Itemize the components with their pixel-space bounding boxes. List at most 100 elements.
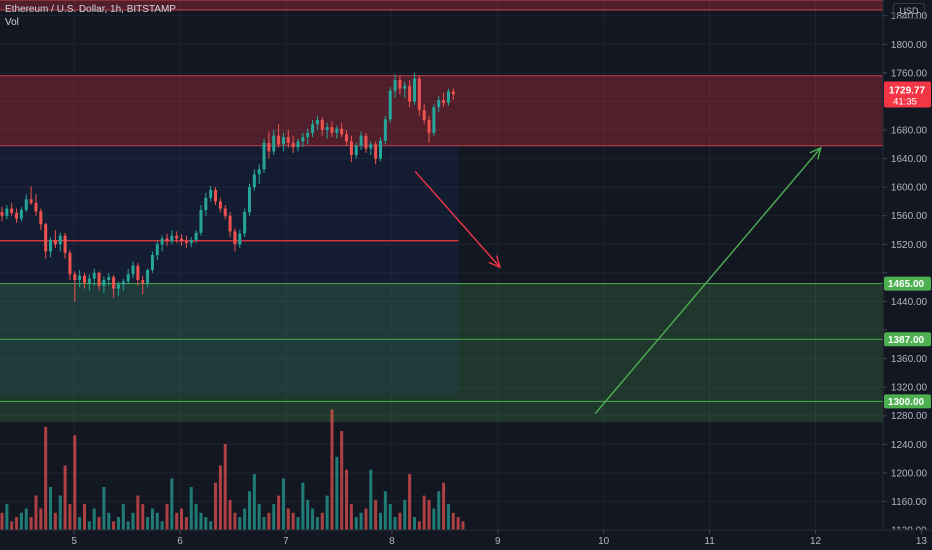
volume-bar	[456, 517, 460, 530]
candle-body	[393, 80, 397, 91]
candle	[10, 202, 14, 216]
volume-bar	[306, 499, 310, 530]
candle	[320, 117, 324, 136]
candle-body	[0, 212, 4, 216]
volume-bar	[184, 517, 188, 530]
current-price-badge	[884, 81, 931, 108]
volume-bar	[73, 435, 77, 530]
candle-body	[97, 272, 101, 286]
volume-bar	[233, 512, 237, 530]
volume-bar	[422, 495, 426, 530]
candle-body	[446, 91, 450, 103]
candle-body	[277, 135, 281, 145]
candle	[15, 208, 19, 223]
volume-bar	[170, 478, 174, 530]
candle	[214, 187, 218, 205]
volume-bar	[97, 517, 101, 530]
candle-body	[432, 107, 436, 133]
volume-bar	[116, 517, 120, 530]
volume-bar	[427, 499, 431, 530]
symbol-title[interactable]: Ethereum / U.S. Dollar, 1h, BITSTAMP	[5, 4, 176, 15]
candle-body	[349, 141, 353, 155]
candle	[412, 72, 416, 105]
candle-body	[184, 241, 188, 243]
candle	[311, 120, 315, 138]
support-zone	[0, 283, 883, 423]
candle-body	[146, 270, 150, 283]
candle	[315, 115, 319, 130]
volume-bar	[146, 517, 150, 530]
time-tick-label: 6	[177, 536, 183, 547]
candle-body	[320, 120, 324, 130]
candle-body	[180, 238, 184, 242]
volume-bar	[412, 517, 416, 530]
volume-bar	[262, 517, 266, 530]
volume-bar	[78, 517, 82, 530]
candle	[19, 207, 23, 222]
candle	[364, 132, 368, 153]
candle-body	[68, 252, 72, 275]
volume-bar	[68, 504, 72, 530]
time-tick-label: 5	[71, 536, 77, 547]
volume-bar	[136, 495, 140, 530]
candle	[68, 250, 72, 280]
volume-indicator-label[interactable]: Vol	[5, 17, 19, 28]
volume-bar	[218, 465, 222, 530]
volume-bar	[354, 517, 358, 530]
candle-body	[378, 140, 383, 159]
volume-bar	[180, 508, 184, 530]
candle-body	[257, 169, 261, 175]
price-tick-label: 1680.00	[891, 126, 928, 137]
candle-body	[194, 232, 198, 240]
candle-body	[170, 235, 174, 242]
volume-bar	[442, 482, 446, 530]
volume-bar	[209, 521, 213, 530]
bullish-arrow-shaft	[594, 147, 822, 415]
candle-body	[403, 85, 407, 89]
candle	[204, 192, 208, 216]
volume-bar	[325, 495, 329, 530]
volume-bar	[437, 491, 441, 530]
candle	[116, 281, 120, 296]
candle-body	[369, 144, 373, 149]
candle	[359, 131, 363, 150]
volume-bar	[10, 521, 14, 530]
candle-body	[136, 265, 140, 280]
candle-body	[335, 128, 339, 133]
volume-bar	[214, 482, 218, 530]
candle	[34, 194, 38, 216]
candle-body	[340, 128, 344, 135]
candle-body	[315, 120, 319, 125]
volume-bar	[408, 474, 412, 530]
currency-label[interactable]: USD	[893, 3, 925, 19]
volume-bar	[194, 504, 198, 530]
volume-bar	[223, 443, 227, 530]
candle	[233, 228, 237, 252]
candle-body	[286, 137, 290, 143]
volume-bar	[369, 469, 373, 530]
bearish-arrow-shaft	[414, 170, 501, 268]
volume-bar	[24, 508, 28, 530]
volume-bar	[150, 508, 154, 530]
candle-body	[412, 78, 416, 102]
volume-bar	[393, 517, 397, 530]
candle-body	[15, 212, 19, 219]
candle-body	[126, 274, 130, 282]
volume-bar	[311, 508, 315, 530]
candle-body	[364, 135, 368, 149]
candle	[291, 135, 295, 153]
volume-bar	[160, 521, 164, 530]
candle	[277, 124, 281, 148]
volume-bar	[155, 512, 159, 530]
candle-body	[267, 142, 271, 152]
candle-body	[345, 134, 349, 142]
bullish-arrow-head	[809, 146, 822, 160]
volume-bar	[199, 512, 203, 530]
candle-body	[165, 238, 169, 242]
candle	[378, 137, 383, 162]
time-tick-label: 13	[916, 536, 928, 547]
candle-body	[238, 233, 242, 245]
candle	[369, 141, 373, 155]
candle-body	[29, 199, 33, 203]
